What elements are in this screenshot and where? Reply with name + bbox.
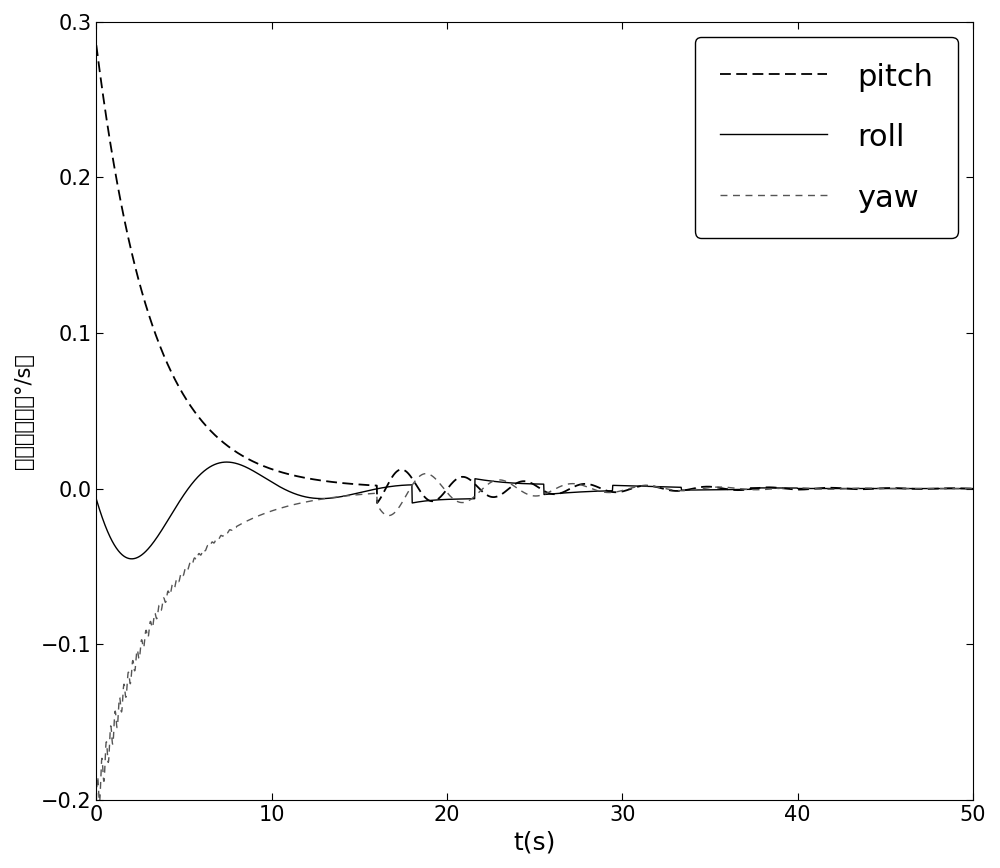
yaw (262, 507, 274, 517)
pitch (371, 497, 383, 508)
yaw (124, 675, 136, 686)
roll (173, 496, 185, 507)
yaw (173, 575, 185, 585)
roll (542, 489, 554, 499)
roll (348, 489, 360, 499)
yaw (90, 794, 102, 805)
pitch (347, 479, 359, 490)
roll (90, 494, 102, 504)
Line: pitch: pitch (96, 45, 973, 503)
pitch (262, 463, 274, 473)
Line: roll: roll (96, 462, 973, 559)
X-axis label: t(s): t(s) (513, 830, 556, 854)
yaw (542, 487, 554, 497)
pitch (967, 483, 979, 494)
roll (123, 554, 135, 564)
yaw (259, 508, 271, 518)
pitch (259, 461, 271, 471)
roll (221, 457, 233, 467)
Line: yaw: yaw (96, 474, 973, 802)
pitch (173, 382, 185, 392)
roll (262, 475, 274, 485)
roll (967, 483, 979, 494)
yaw (967, 483, 979, 494)
roll (259, 473, 271, 483)
yaw (93, 797, 105, 807)
pitch (90, 40, 102, 50)
pitch (123, 237, 135, 247)
pitch (542, 488, 554, 498)
yaw (347, 490, 359, 500)
yaw (420, 469, 432, 479)
roll (126, 554, 138, 564)
Legend: pitch, roll, yaw: pitch, roll, yaw (695, 37, 958, 238)
Y-axis label: 姿态角速度（°/s）: 姿态角速度（°/s） (14, 353, 34, 469)
